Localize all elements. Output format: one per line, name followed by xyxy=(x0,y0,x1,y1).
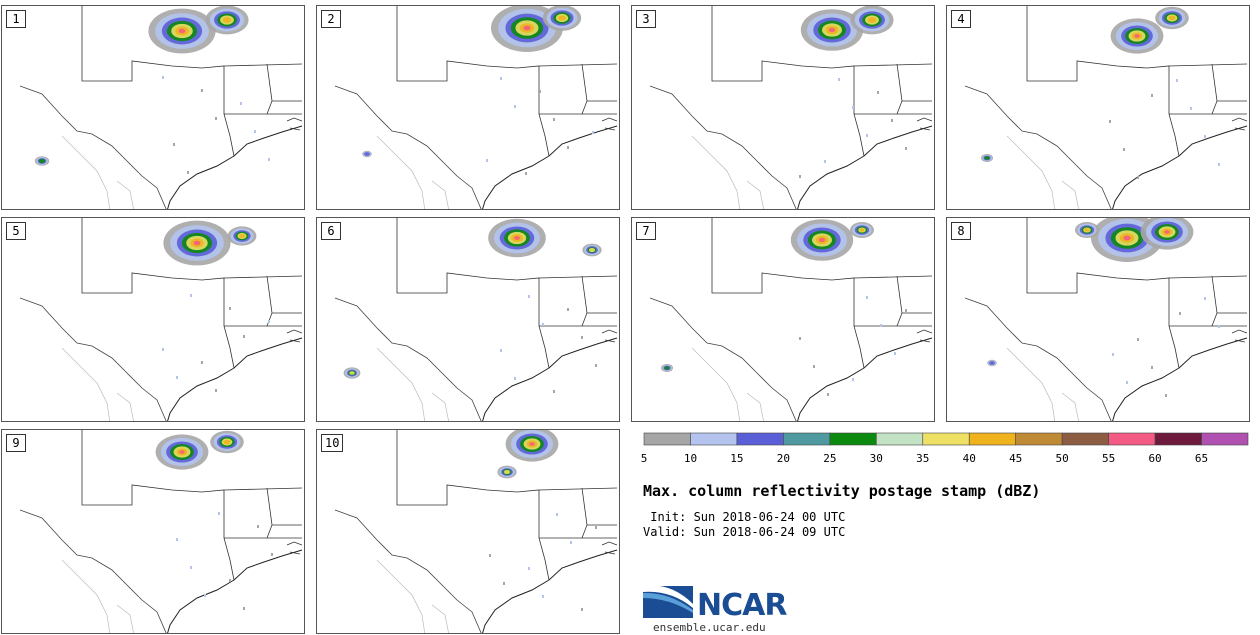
colorbar-segment xyxy=(783,432,831,446)
logo-url: ensemble.ucar.edu xyxy=(653,621,766,634)
colorbar-tick-label: 55 xyxy=(1101,452,1116,465)
panel-label: 7 xyxy=(636,222,656,240)
panel-label: 6 xyxy=(321,222,341,240)
map-outline xyxy=(964,6,1248,209)
postage-stamp-panel: 8 xyxy=(946,217,1250,422)
map-outline xyxy=(649,6,933,209)
postage-stamp-panel: 2 xyxy=(316,5,620,210)
init-time: Init: Sun 2018-06-24 00 UTC xyxy=(643,510,846,524)
ncar-logo-icon xyxy=(643,585,693,618)
postage-stamp-panel: 4 xyxy=(946,5,1250,210)
map-outline xyxy=(964,218,1248,421)
panel-label: 8 xyxy=(951,222,971,240)
colorbar-segment xyxy=(968,432,1016,446)
panel-label: 4 xyxy=(951,10,971,28)
colorbar-segment xyxy=(736,432,784,446)
colorbar-tick-label: 65 xyxy=(1194,452,1209,465)
panel-label: 1 xyxy=(6,10,26,28)
colorbar-tick-label: 15 xyxy=(730,452,744,465)
map-outline xyxy=(19,430,303,633)
colorbar-tick-label: 50 xyxy=(1055,452,1069,465)
ncar-logo-text: NCAR xyxy=(697,588,787,623)
colorbar-segment xyxy=(922,432,970,446)
colorbar-tick-label: 30 xyxy=(869,452,883,465)
map-outline xyxy=(19,6,303,209)
map-outline xyxy=(649,218,933,421)
colorbar-tick-label: 10 xyxy=(683,452,698,465)
panel-label: 9 xyxy=(6,434,26,452)
colorbar-segment xyxy=(1108,432,1156,446)
postage-stamp-panel: 6 xyxy=(316,217,620,422)
postage-stamp-panel: 9 xyxy=(1,429,305,634)
postage-stamp-panel: 3 xyxy=(631,5,935,210)
panel-label: 3 xyxy=(636,10,656,28)
colorbar-tick-label: 40 xyxy=(962,452,976,465)
colorbar-tick-label: 5 xyxy=(640,452,648,465)
valid-time: Valid: Sun 2018-06-24 09 UTC xyxy=(643,525,846,539)
colorbar-tick-label: 25 xyxy=(823,452,837,465)
colorbar-segment xyxy=(1061,432,1109,446)
colorbar-tick-label: 35 xyxy=(916,452,930,465)
colorbar-segment xyxy=(1201,432,1249,446)
colorbar-tick-label: 60 xyxy=(1148,452,1162,465)
postage-stamp-panel: 1 xyxy=(1,5,305,210)
colorbar-segment xyxy=(876,432,924,446)
colorbar-tick-label: 45 xyxy=(1009,452,1023,465)
panel-label: 2 xyxy=(321,10,341,28)
colorbar-segment xyxy=(690,432,738,446)
panel-label: 10 xyxy=(321,434,344,452)
figure-title: Max. column reflectivity postage stamp (… xyxy=(643,482,1041,500)
map-outline xyxy=(334,430,618,633)
postage-stamp-panel: 5 xyxy=(1,217,305,422)
colorbar-segment xyxy=(1015,432,1063,446)
colorbar-tick-label: 20 xyxy=(776,452,790,465)
postage-stamp-panel: 10 xyxy=(316,429,620,634)
reflectivity-colorbar xyxy=(643,432,1249,446)
map-outline xyxy=(334,6,618,209)
map-outline xyxy=(334,218,618,421)
postage-stamp-panel: 7 xyxy=(631,217,935,422)
colorbar-segment xyxy=(829,432,877,446)
colorbar-segment xyxy=(643,432,691,446)
colorbar-segment xyxy=(1154,432,1202,446)
map-outline xyxy=(19,218,303,421)
panel-label: 5 xyxy=(6,222,26,240)
